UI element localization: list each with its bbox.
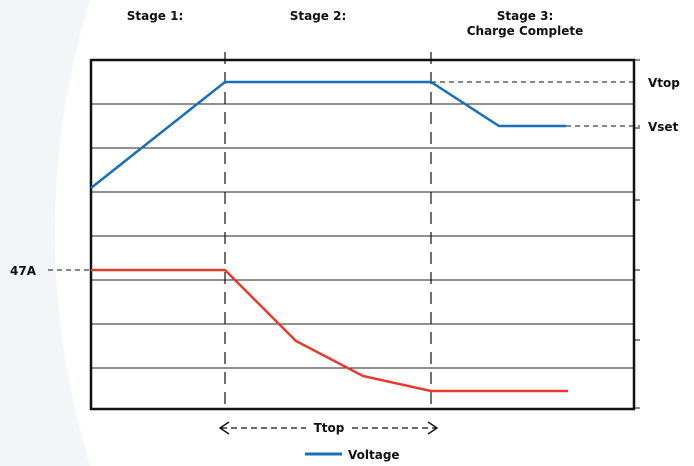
leader-lines [48, 81, 640, 271]
ttop-arrow-right-icon [427, 421, 439, 435]
stage3-label: Stage 3: [497, 9, 554, 23]
current-label: 47A [10, 264, 37, 278]
stage1-label: Stage 1: [127, 9, 184, 23]
ttop-label: Ttop [314, 421, 345, 435]
legend-voltage-label: Voltage [348, 448, 400, 462]
vset-label: Vset [648, 120, 679, 134]
ttop-dimension: Ttop [218, 421, 439, 435]
voltage-line [90, 80, 566, 189]
current-line [91, 268, 568, 393]
horizontal-gridlines [91, 103, 634, 369]
stage3-sublabel: Charge Complete [467, 24, 584, 38]
right-tick-marks [634, 59, 640, 409]
ttop-arrow-left-icon [218, 421, 230, 435]
legend: Voltage [305, 448, 400, 462]
stage2-label: Stage 2: [290, 9, 347, 23]
vtop-label: Vtop [648, 76, 680, 90]
plot-frame [89, 58, 636, 411]
stage-dividers [224, 52, 432, 412]
background-curve [0, 0, 90, 466]
